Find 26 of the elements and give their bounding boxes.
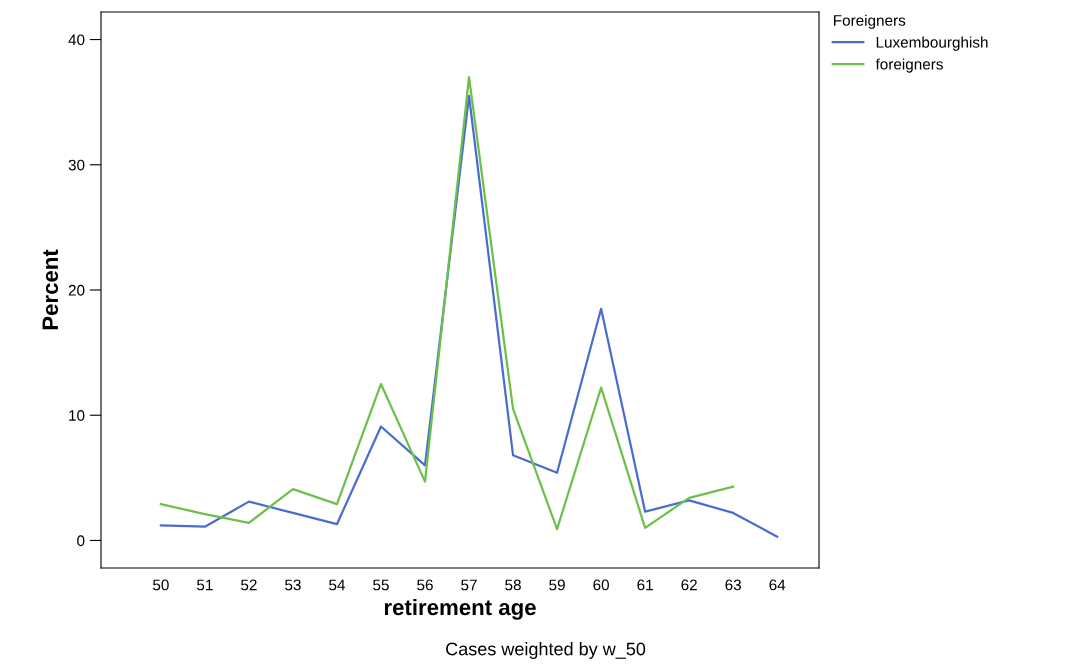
y-tick-label: 0 xyxy=(77,535,85,547)
x-tick-label: 62 xyxy=(681,579,697,591)
x-tick-label: 60 xyxy=(593,579,609,591)
legend-label: Luxembourghish xyxy=(876,36,988,51)
x-tick-label: 55 xyxy=(373,579,389,591)
text: Cases weighted by w_50 xyxy=(446,642,646,659)
y-tick-label: 10 xyxy=(69,410,85,421)
x-tick-label: 64 xyxy=(769,579,786,591)
x-tick-label: 61 xyxy=(637,579,653,591)
x-tick-label: 57 xyxy=(461,579,477,591)
y-tick-label: 30 xyxy=(68,159,85,171)
x-tick-label: 52 xyxy=(241,579,257,591)
y-tick-label: 20 xyxy=(68,284,85,296)
x-tick-label: 59 xyxy=(549,579,565,591)
legend-label: foreigners xyxy=(875,58,943,73)
legend-title: Foreigners xyxy=(834,14,906,29)
x-axis-title: retirement age xyxy=(384,598,536,620)
x-tick-label: 58 xyxy=(505,579,521,591)
x-tick-label: 53 xyxy=(285,579,301,591)
y-axis-title: Percent xyxy=(42,249,59,330)
x-tick-label: 50 xyxy=(152,579,169,591)
x-tick-label: 63 xyxy=(725,579,741,591)
y-tick-label: 40 xyxy=(68,34,85,46)
x-tick-label: 54 xyxy=(329,579,346,591)
x-tick-label: 51 xyxy=(197,579,213,591)
x-tick-label: 56 xyxy=(417,579,433,591)
